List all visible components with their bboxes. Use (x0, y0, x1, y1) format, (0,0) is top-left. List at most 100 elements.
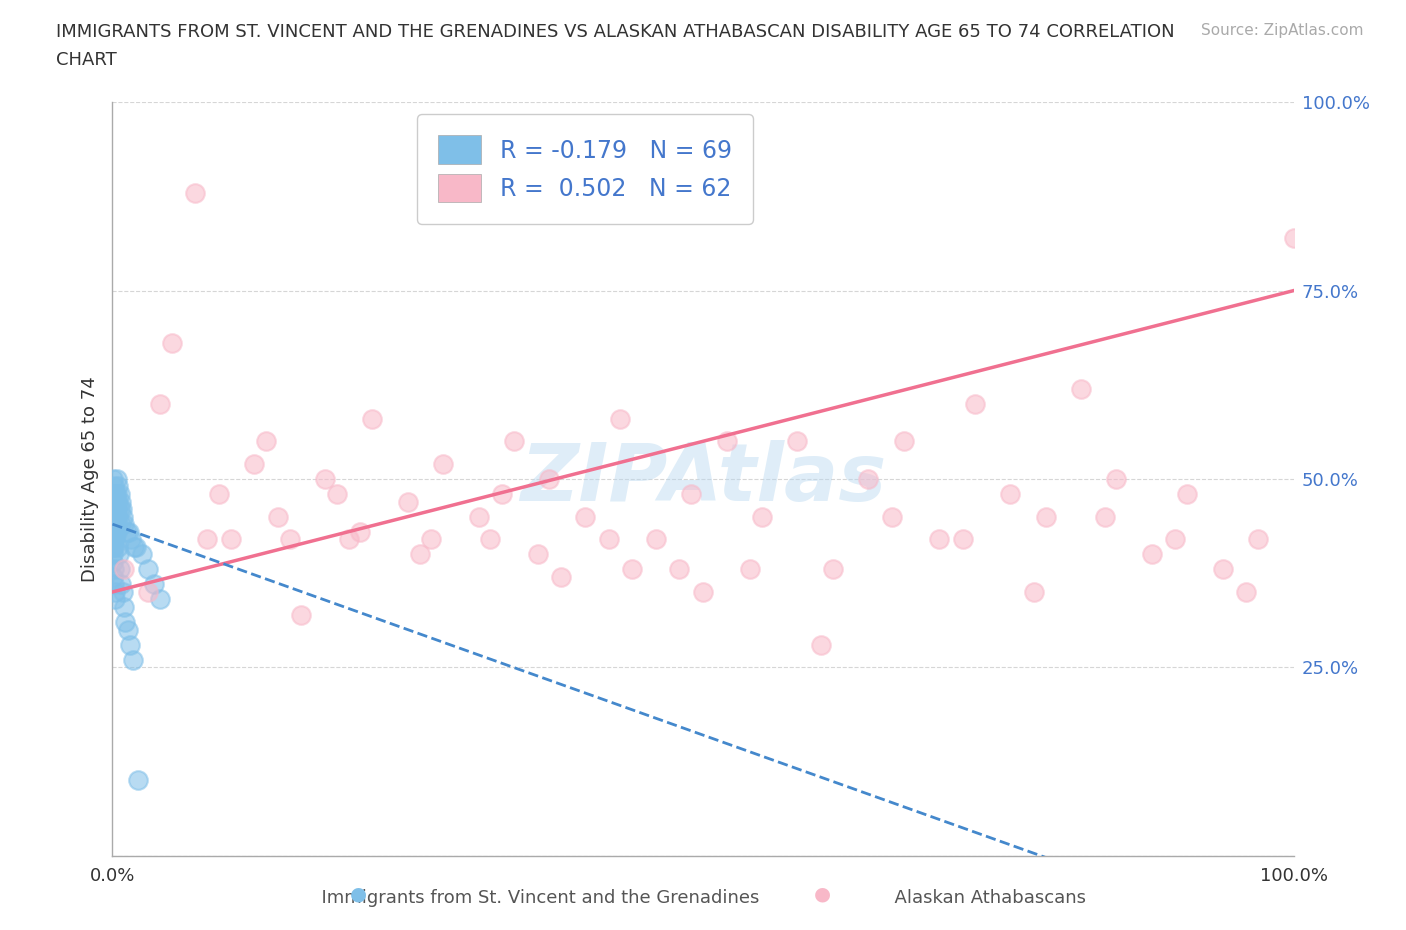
Point (103, 562, 125, 577)
Point (681, 486, 703, 501)
Point (101, 532, 124, 547)
Point (1070, 381, 1092, 396)
Point (117, 622, 139, 637)
Point (103, 532, 125, 547)
Point (337, 532, 360, 547)
Point (149, 396, 172, 411)
Point (120, 637, 142, 652)
Point (131, 547, 153, 562)
Point (118, 525, 141, 539)
Text: ZIPAtlas: ZIPAtlas (520, 440, 886, 518)
Point (361, 411, 384, 426)
Point (101, 554, 124, 569)
Point (108, 562, 131, 577)
Point (550, 569, 572, 584)
Text: Source: ZipAtlas.com: Source: ZipAtlas.com (1201, 23, 1364, 38)
Point (103, 479, 125, 494)
Point (952, 532, 974, 547)
Point (880, 510, 903, 525)
Point (104, 517, 127, 532)
Point (526, 547, 548, 562)
Point (122, 539, 145, 554)
Point (115, 525, 138, 539)
Point (998, 486, 1021, 501)
Point (858, 472, 880, 486)
Point (1175, 486, 1198, 501)
Point (105, 510, 128, 525)
Point (1247, 532, 1270, 547)
Point (107, 494, 129, 509)
Point (104, 501, 127, 516)
Point (621, 562, 644, 577)
Point (751, 510, 773, 525)
Point (121, 652, 143, 667)
Point (104, 494, 127, 509)
Point (112, 510, 135, 525)
Point (136, 562, 159, 577)
Point (1164, 532, 1187, 547)
Point (598, 532, 620, 547)
Point (110, 577, 132, 591)
Point (149, 592, 172, 607)
Point (127, 773, 149, 788)
Point (538, 472, 561, 486)
Point (184, 185, 207, 200)
Point (716, 433, 738, 449)
Point (740, 562, 762, 577)
Point (104, 501, 127, 516)
Point (105, 510, 128, 525)
Point (107, 510, 129, 525)
Point (103, 577, 125, 591)
Point (574, 510, 596, 525)
Point (1282, 231, 1305, 246)
Point (104, 532, 127, 547)
Point (108, 486, 131, 501)
Point (103, 517, 125, 532)
Point (1234, 585, 1257, 600)
Text: ●: ● (350, 885, 367, 904)
Point (107, 539, 129, 554)
Point (103, 472, 125, 486)
Point (103, 517, 125, 532)
Point (112, 562, 135, 577)
Point (420, 532, 443, 547)
Point (108, 547, 131, 562)
Point (208, 486, 231, 501)
Point (254, 433, 277, 449)
Point (103, 539, 125, 554)
Point (267, 510, 290, 525)
Text: ●: ● (814, 885, 831, 904)
Point (326, 486, 349, 501)
Point (1022, 585, 1045, 600)
Point (160, 336, 183, 351)
Point (101, 547, 124, 562)
Point (1140, 547, 1163, 562)
Point (112, 517, 135, 532)
Point (195, 532, 218, 547)
Point (105, 525, 128, 539)
Text: CHART: CHART (56, 51, 117, 69)
Point (104, 486, 127, 501)
Point (105, 494, 128, 509)
Point (104, 525, 127, 539)
Point (692, 585, 714, 600)
Point (136, 585, 159, 600)
Point (467, 510, 489, 525)
Point (491, 486, 513, 501)
Point (103, 501, 125, 516)
Point (479, 532, 502, 547)
Point (105, 472, 128, 486)
Point (963, 396, 986, 411)
Point (104, 486, 127, 501)
Point (104, 592, 127, 607)
Point (105, 501, 128, 516)
Point (219, 532, 242, 547)
Point (103, 486, 125, 501)
Point (110, 517, 132, 532)
Point (503, 433, 526, 449)
Point (928, 532, 950, 547)
Text: IMMIGRANTS FROM ST. VINCENT AND THE GRENADINES VS ALASKAN ATHABASCAN DISABILITY : IMMIGRANTS FROM ST. VINCENT AND THE GREN… (56, 23, 1175, 41)
Point (103, 525, 125, 539)
Point (111, 501, 134, 516)
Point (432, 457, 454, 472)
